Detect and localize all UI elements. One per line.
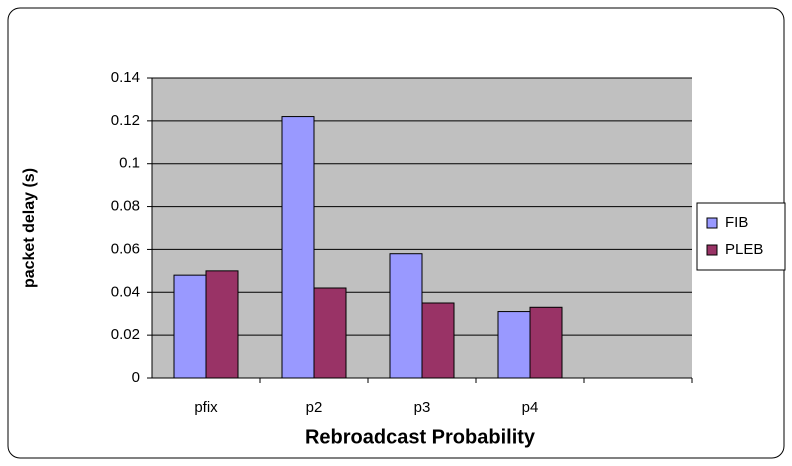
y-tick-label: 0.1 xyxy=(119,155,140,172)
legend-swatch xyxy=(706,244,718,256)
x-tick-label: p2 xyxy=(306,399,323,416)
y-tick-label: 0.02 xyxy=(111,326,140,343)
legend-swatch xyxy=(706,217,718,229)
x-tick-label: p4 xyxy=(522,399,539,416)
y-tick-label: 0 xyxy=(132,369,140,386)
bar xyxy=(529,306,563,379)
bar xyxy=(389,253,423,379)
x-tick-label: pfix xyxy=(194,399,218,416)
x-tick-label: p3 xyxy=(414,399,431,416)
y-tick-label: 0.08 xyxy=(111,198,140,215)
bar xyxy=(281,116,315,379)
bar xyxy=(497,311,531,379)
bar xyxy=(421,302,455,379)
x-axis-title: Rebroadcast Probability xyxy=(305,426,536,448)
bar xyxy=(313,287,347,379)
y-tick-label: 0.06 xyxy=(111,240,140,257)
bar xyxy=(173,274,207,379)
legend-box xyxy=(696,202,786,271)
legend-label: FIB xyxy=(725,214,748,231)
y-tick-label: 0.14 xyxy=(111,69,140,86)
y-tick-label: 0.04 xyxy=(111,283,140,300)
y-axis-title: packet delay (s) xyxy=(21,168,38,288)
bar xyxy=(205,270,239,379)
y-tick-label: 0.12 xyxy=(111,112,140,129)
legend-label: PLEB xyxy=(725,241,763,258)
